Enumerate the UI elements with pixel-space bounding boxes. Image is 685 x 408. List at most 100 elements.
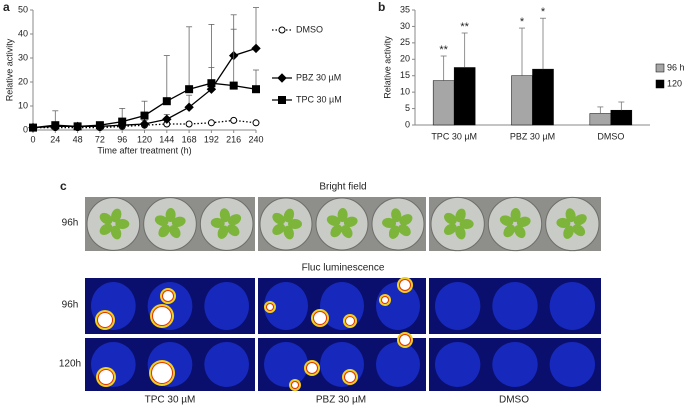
well <box>86 197 141 251</box>
x-tick-label: DMSO <box>597 131 624 141</box>
x-tick-label: 216 <box>226 134 241 144</box>
leaf <box>110 225 122 240</box>
luminescence-spot <box>307 363 317 373</box>
series-line <box>33 119 257 129</box>
leaf <box>514 225 526 239</box>
luminescence-glow <box>492 342 538 387</box>
x-axis-title: Time after treatment (h) <box>97 145 191 155</box>
x-tick-label: 168 <box>182 134 197 144</box>
legend-marker <box>277 73 287 83</box>
leaf <box>444 212 457 225</box>
well <box>371 197 425 251</box>
luminescence-glow <box>435 342 481 387</box>
legend-marker <box>278 96 286 104</box>
marker <box>229 81 238 90</box>
bar <box>453 67 476 126</box>
x-tick-label: 192 <box>204 134 219 144</box>
leaf <box>391 208 402 223</box>
legend-label: TPC 30 µM <box>296 94 342 104</box>
luminescence-glow <box>435 282 481 330</box>
y-tick-label: 30 <box>400 21 410 31</box>
bar <box>532 68 554 126</box>
x-tick-label: 240 <box>248 134 263 144</box>
marker <box>252 119 260 127</box>
luminescence-glow <box>492 282 538 330</box>
x-tick-label: 48 <box>73 134 83 144</box>
luminescence-spot <box>153 307 171 325</box>
legend-label: 120 h <box>667 78 685 88</box>
leaf <box>443 223 457 236</box>
leaf <box>516 216 531 228</box>
leaf <box>572 224 586 237</box>
bar <box>432 80 455 126</box>
significance-mark: * <box>541 6 546 18</box>
legend-marker <box>278 26 286 34</box>
x-tick-label: 120 <box>137 134 152 144</box>
marker <box>230 116 238 124</box>
leaf <box>272 223 286 236</box>
marker <box>139 119 150 129</box>
leaf <box>111 208 122 223</box>
luminescence-glow <box>376 282 420 330</box>
marker <box>251 43 261 54</box>
luminescence-spot <box>346 317 354 325</box>
legend-swatch <box>655 63 665 73</box>
marker <box>207 79 216 88</box>
column-label: PBZ 30 µM <box>316 395 366 406</box>
leaf <box>326 215 341 226</box>
luminescence-spot <box>400 335 410 345</box>
leaf <box>455 208 466 223</box>
leaf <box>563 225 574 239</box>
y-tick-label: 50 <box>18 4 28 14</box>
leaf <box>99 223 113 236</box>
luminescence-spot <box>292 382 298 388</box>
x-tick-label: 0 <box>30 134 35 144</box>
marker <box>162 114 172 124</box>
y-tick-label: 25 <box>400 37 410 47</box>
leaf <box>158 224 171 238</box>
leaf <box>455 225 466 240</box>
luminescence-glow <box>264 342 308 387</box>
marker <box>207 119 215 127</box>
x-tick-label: TPC 30 µM <box>431 131 477 141</box>
column-label: TPC 30 µM <box>145 395 196 406</box>
column-label: DMSO <box>499 395 529 406</box>
well <box>545 196 600 252</box>
leaf <box>503 224 516 238</box>
luminescence-spot <box>314 312 326 324</box>
legend-swatch <box>655 79 665 89</box>
leaf <box>154 215 169 226</box>
leaf <box>337 208 348 223</box>
luminescence-spot <box>345 372 355 382</box>
luminescence-glow <box>320 342 364 387</box>
marker <box>118 117 127 126</box>
leaf <box>283 225 294 240</box>
leaf <box>283 208 295 223</box>
leaf <box>556 217 571 228</box>
x-tick-label: PBZ 30 µM <box>510 131 555 141</box>
luminescence-spot <box>98 313 112 327</box>
x-tick-label: 72 <box>95 134 105 144</box>
leaf <box>382 217 397 228</box>
bar <box>511 75 533 126</box>
leaf <box>115 219 130 229</box>
y-tick-label: 35 <box>400 4 410 14</box>
marker <box>185 85 194 94</box>
leaf <box>459 219 474 229</box>
luminescence-glow <box>376 342 420 387</box>
section-title: Bright field <box>319 182 366 193</box>
leaf <box>288 219 302 229</box>
leaf <box>398 224 411 237</box>
leaf <box>99 212 113 225</box>
y-axis-title: Relative activity <box>4 38 14 101</box>
luminescence-glow <box>264 282 308 330</box>
panel-letter: c <box>60 179 67 193</box>
marker <box>184 102 194 112</box>
leaf <box>227 224 240 237</box>
x-tick-label: 144 <box>159 134 174 144</box>
leaf <box>573 214 587 226</box>
leaf <box>171 216 186 228</box>
luminescence-spot <box>163 291 173 301</box>
significance-mark: ** <box>460 21 469 33</box>
